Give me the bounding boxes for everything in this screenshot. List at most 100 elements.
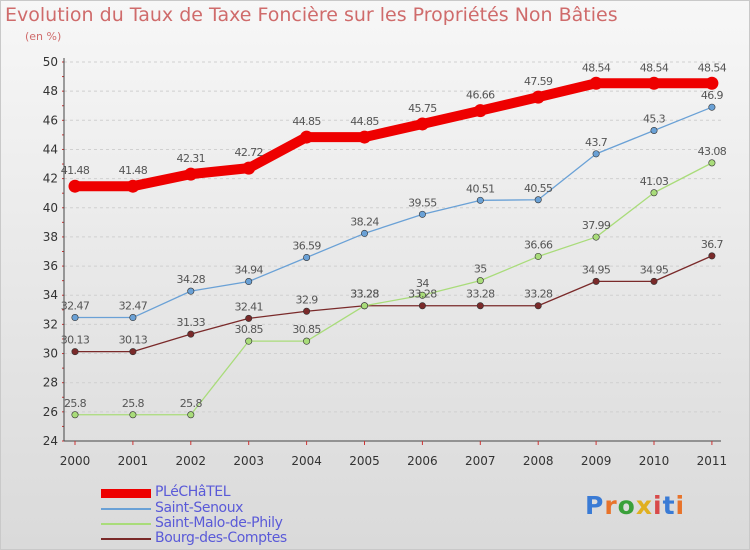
data-label: 44.85 (350, 115, 379, 128)
x-tick-label: 2003 (233, 454, 264, 468)
chart-title: Evolution du Taux de Taxe Foncière sur l… (5, 4, 618, 26)
data-label: 38.24 (350, 215, 379, 228)
data-point (531, 90, 545, 104)
axes: 24 26 28 30 32 34 36 38 40 42 44 46 48 50 2000 2001 2002… (43, 55, 727, 468)
data-label: 34.28 (177, 273, 206, 286)
data-label: 39.55 (408, 196, 437, 209)
data-label: 34 (416, 277, 429, 290)
data-point (71, 314, 79, 322)
data-point (708, 103, 716, 111)
data-point (647, 76, 661, 90)
x-tick-label: 2009 (581, 454, 612, 468)
x-tick-label: 2007 (465, 454, 496, 468)
x-tick-label: 2001 (118, 454, 149, 468)
data-label: 41.48 (119, 164, 148, 177)
series-line (74, 162, 713, 416)
data-point (184, 167, 198, 181)
series-points (68, 76, 719, 419)
data-point (534, 252, 542, 260)
y-tick-label: 38 (43, 230, 58, 244)
y-tick-label: 32 (43, 317, 58, 331)
data-label: 34.95 (640, 263, 669, 276)
data-point (245, 337, 253, 345)
data-point (708, 252, 716, 260)
data-label: 34.94 (234, 264, 263, 277)
data-label: 47.59 (524, 75, 553, 88)
data-point (129, 348, 137, 356)
data-label: 48.54 (582, 61, 611, 74)
data-point (71, 348, 79, 356)
data-point (589, 76, 603, 90)
data-label: 32.47 (119, 300, 148, 313)
data-point (187, 287, 195, 295)
logo-letter: r (604, 491, 618, 520)
data-label: 32.47 (61, 300, 90, 313)
y-tick-label: 26 (43, 405, 58, 419)
data-point (415, 117, 429, 131)
data-point (592, 277, 600, 285)
data-point (534, 196, 542, 204)
legend-swatch (101, 538, 151, 540)
unit-label: (en %) (25, 30, 62, 43)
data-label: 33.28 (350, 288, 379, 301)
y-tick-label: 28 (43, 376, 58, 390)
data-point (473, 104, 487, 118)
data-point (358, 130, 371, 144)
data-point (126, 179, 140, 193)
data-label: 32.41 (234, 300, 263, 313)
data-point (303, 337, 311, 345)
data-label: 43.08 (698, 145, 727, 158)
data-point (360, 229, 368, 237)
data-point (187, 330, 195, 338)
x-tick-label: 2004 (291, 454, 322, 468)
y-tick-label: 30 (43, 347, 58, 361)
logo-letter: x (635, 491, 653, 520)
data-label: 46.66 (466, 89, 495, 102)
data-label: 31.33 (177, 316, 206, 329)
legend-label: Bourg-des-Comptes (155, 530, 287, 546)
x-tick-label: 2002 (176, 454, 207, 468)
data-point (129, 314, 137, 322)
y-tick-label: 50 (43, 55, 58, 69)
legend-label: Saint-Malo-de-Phily (155, 515, 283, 531)
data-point (708, 159, 716, 167)
data-label: 30.85 (234, 323, 263, 336)
y-tick-label: 40 (43, 201, 58, 215)
data-point (242, 161, 256, 175)
y-tick-label: 42 (43, 172, 58, 186)
data-label: 36.66 (524, 238, 553, 251)
data-point (71, 411, 79, 419)
data-point (418, 210, 426, 218)
data-label: 25.8 (180, 397, 203, 410)
y-tick-label: 36 (43, 259, 58, 273)
data-label: 30.13 (119, 334, 148, 347)
y-tick-label: 24 (43, 434, 58, 448)
data-label: 41.48 (61, 164, 90, 177)
line-chart: 24 26 28 30 32 34 36 38 40 42 44 46 48 50 2000 2001 2002… (43, 55, 728, 468)
data-point (303, 253, 311, 261)
legend-swatch (101, 523, 151, 525)
data-point (360, 302, 368, 310)
legend-label: Saint-Senoux (155, 500, 244, 516)
data-point (476, 302, 484, 310)
data-point (418, 291, 426, 299)
x-tick-label: 2011 (697, 454, 728, 468)
data-label: 43.7 (585, 136, 608, 149)
data-point (245, 314, 253, 322)
proxiti-logo: Proxiti (585, 491, 685, 520)
data-label: 42.31 (177, 152, 206, 165)
y-tick-label: 34 (43, 288, 58, 302)
legend-swatch (101, 489, 151, 498)
data-label: 33.28 (408, 288, 437, 301)
series-lines (70, 78, 717, 416)
data-label: 30.85 (292, 323, 321, 336)
grid-lines (64, 61, 721, 442)
data-label: 40.51 (466, 182, 495, 195)
data-label: 37.99 (582, 219, 611, 232)
x-tick-label: 2010 (639, 454, 670, 468)
data-point (476, 277, 484, 285)
logo-letter: i (675, 491, 686, 520)
data-point (705, 76, 719, 90)
data-point (187, 411, 195, 419)
